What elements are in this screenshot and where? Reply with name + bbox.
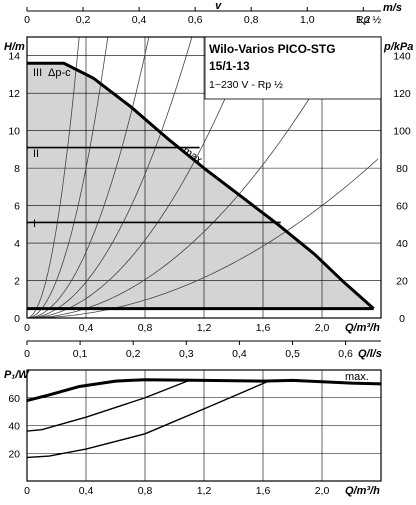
mid-axis-unit: Q/l/s: [358, 348, 382, 360]
power-xtick-label: 0,8: [138, 485, 153, 497]
head-y2tick-label: 0: [399, 313, 405, 325]
label-speed-ii: II: [33, 148, 39, 160]
head-xtick-label: 1,2: [197, 322, 212, 334]
label-max-power: max.: [345, 371, 369, 383]
head-ytick-label: 12: [8, 88, 20, 100]
power-xtick-label: 1,6: [256, 485, 271, 497]
head-y2tick-label: 60: [396, 201, 408, 213]
power-frame: [26, 369, 382, 482]
power-ytick-label: 40: [8, 421, 20, 433]
head-ytick-label: 14: [8, 51, 20, 63]
head-xtick-label: 0: [24, 322, 30, 334]
power-xtick-label: 1,2: [197, 485, 212, 497]
label-speed-iii: III: [33, 67, 42, 79]
head-y2tick-label: 40: [396, 238, 408, 250]
head-xtick-label: 1,6: [256, 322, 271, 334]
top-axis-tick-label: 0,8: [244, 14, 259, 26]
head-y2tick-label: 20: [396, 276, 408, 288]
head-line-max: [27, 61, 375, 310]
mid-axis-tick-label: 0,6: [338, 348, 353, 360]
head-ytick-label: 10: [8, 126, 20, 138]
head-frame: [26, 36, 382, 319]
head-y2tick-label: 120: [393, 88, 411, 100]
head-ytick-label: 0: [14, 313, 20, 325]
head-y2tick-label: 80: [396, 163, 408, 175]
head-y2tick-label: 100: [393, 126, 411, 138]
head-ytick-label: 4: [14, 238, 20, 250]
operating-field-area: [27, 63, 374, 309]
power-ytick-label: 20: [8, 448, 20, 460]
power-ylabel: P₁/W: [4, 369, 30, 381]
mid-axis-tick-label: 0,3: [179, 348, 194, 360]
power-ytick-label: 60: [8, 393, 20, 405]
power-xtick-label: 2,0: [315, 485, 330, 497]
head-ytick-label: 6: [14, 201, 20, 213]
title-box: [204, 36, 382, 100]
mid-axis-tick-label: 0,5: [285, 348, 300, 360]
top-axis-tick-label: 1,0: [300, 14, 315, 26]
mid-axis-tick-label: 0,4: [232, 348, 247, 360]
power-xlabel: Q/m³/h: [345, 485, 380, 497]
system-curve: [27, 158, 379, 318]
chart-voltage-label: 1~230 V - Rp ½: [209, 79, 283, 91]
power-xtick-label: 0: [24, 485, 30, 497]
head-y2tick-label: 140: [393, 51, 411, 63]
top-axis-tick-label: 1,2: [356, 14, 371, 26]
power-line-low: [27, 379, 271, 459]
head-xtick-label: 0,8: [138, 322, 153, 334]
head-xlabel: Q/m³/h: [345, 322, 380, 334]
top-axis-tick-label: 0,6: [188, 14, 203, 26]
label-speed-i: I: [33, 218, 36, 230]
chart-title: Wilo-Varios PICO-STG: [209, 42, 336, 56]
top-axis-rp-label: Rp ½: [356, 14, 381, 26]
head-y2label: p/kPa: [383, 41, 413, 53]
power-xtick-label: 0,4: [79, 485, 94, 497]
head-ylabel: H/m: [4, 41, 25, 53]
top-axis-tick-label: 0: [24, 14, 30, 26]
top-axis-tick-label: 0,2: [76, 14, 91, 26]
chart-subtitle: 15/1-13: [209, 59, 250, 73]
top-axis-tick-label: 0,4: [132, 14, 147, 26]
top-axis-unit: m/s: [383, 2, 402, 14]
mid-axis-tick-label: 0,2: [126, 348, 141, 360]
head-ytick-label: 8: [14, 163, 20, 175]
label-dp-c: Δp-c: [48, 67, 71, 79]
mid-axis-tick-label: 0: [24, 348, 30, 360]
power-line-mid: [27, 379, 278, 432]
head-ytick-label: 2: [14, 276, 20, 288]
top-axis-v-label: v: [215, 0, 222, 12]
head-xtick-label: 0,4: [79, 322, 94, 334]
mid-axis-tick-label: 0,1: [73, 348, 88, 360]
head-xtick-label: 2,0: [315, 322, 330, 334]
